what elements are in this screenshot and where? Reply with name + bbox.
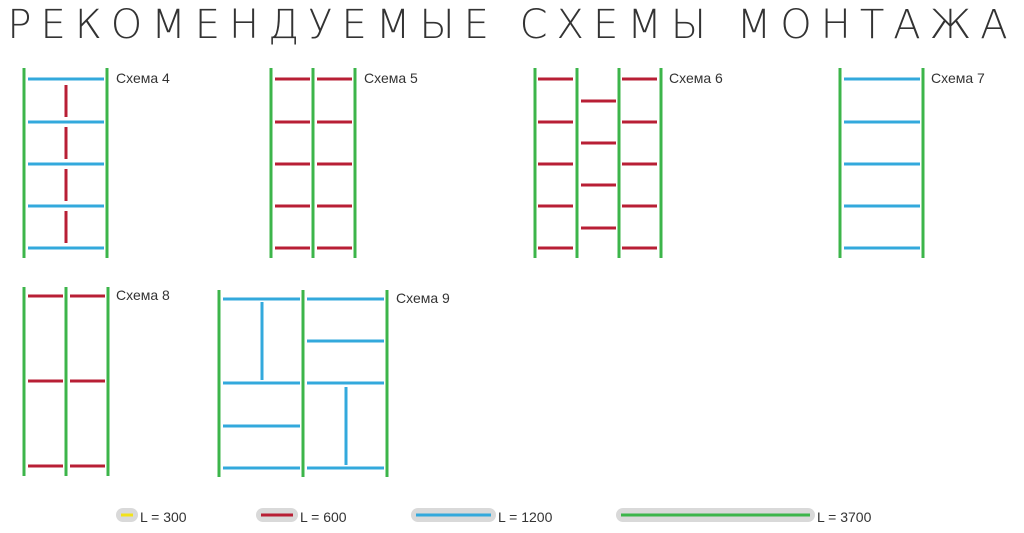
scheme-5-label: Схема 5: [364, 70, 418, 86]
scheme-4-label: Схема 4: [116, 70, 170, 86]
legend-label-3700: L = 3700: [817, 509, 872, 525]
legend-label-600: L = 600: [300, 509, 347, 525]
page-title: РЕКОМЕНДУЕМЫЕ СХЕМЫ МОНТАЖА: [7, 2, 1017, 48]
legend-label-1200: L = 1200: [498, 509, 553, 525]
scheme-7-label: Схема 7: [931, 70, 985, 86]
scheme-8-label: Схема 8: [116, 287, 170, 303]
scheme-9-label: Схема 9: [396, 290, 450, 306]
scheme-6-label: Схема 6: [669, 70, 723, 86]
legend-label-300: L = 300: [140, 509, 187, 525]
